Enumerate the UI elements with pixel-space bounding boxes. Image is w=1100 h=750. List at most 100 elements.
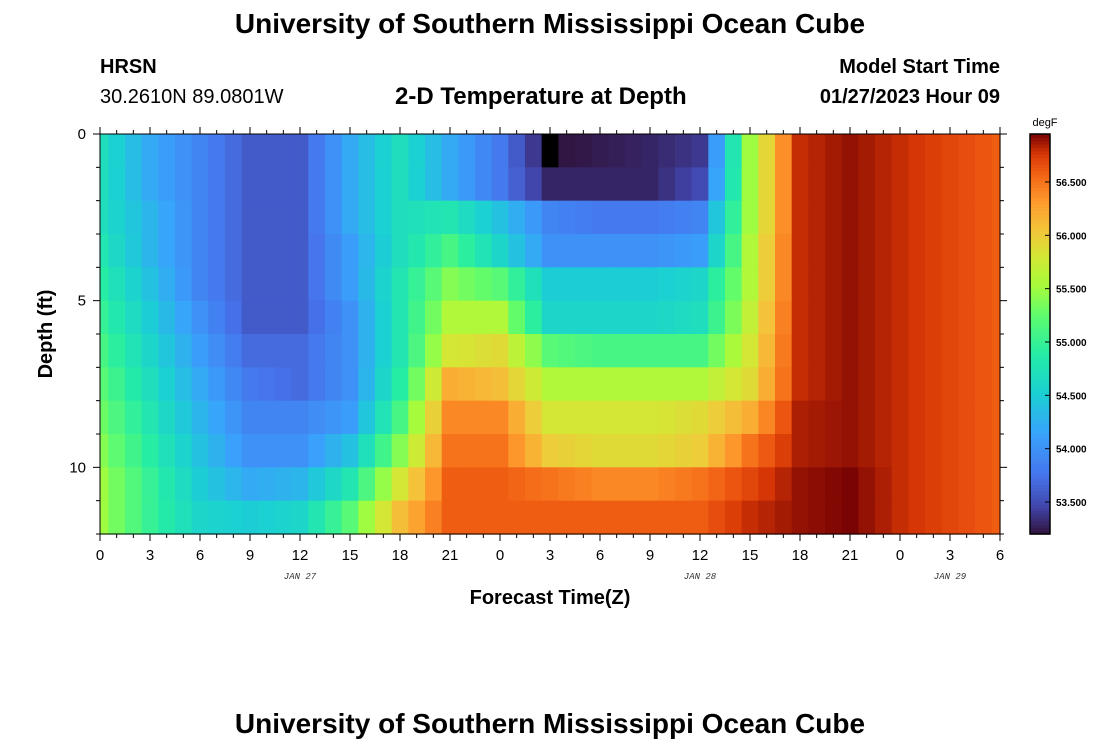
heatmap-cell — [608, 434, 626, 468]
heatmap-cell — [808, 267, 826, 302]
heatmap-cell — [441, 234, 459, 268]
heatmap-cell — [991, 134, 1001, 168]
heatmap-cell — [225, 134, 243, 168]
heatmap-cell — [941, 167, 959, 202]
heatmap-cell — [558, 367, 576, 402]
colorbar-segment — [1030, 397, 1050, 402]
heatmap-cell — [608, 167, 626, 202]
heatmap-cell — [941, 500, 959, 535]
heatmap-cell — [291, 267, 309, 302]
heatmap-cell — [491, 400, 509, 435]
heatmap-cell — [858, 134, 876, 168]
footer-title: University of Southern Mississippi Ocean… — [234, 708, 866, 739]
heatmap-cell — [141, 134, 159, 168]
heatmap-cell — [425, 400, 443, 435]
heatmap-cell — [291, 367, 309, 402]
heatmap-cell — [891, 134, 909, 168]
heatmap-cell — [808, 400, 826, 435]
colorbar-segment — [1030, 497, 1050, 502]
colorbar-segment — [1030, 320, 1050, 325]
heatmap-cell — [458, 267, 476, 302]
heatmap-cell — [875, 467, 893, 502]
heatmap-cell — [975, 134, 993, 168]
heatmap-cell — [258, 200, 276, 235]
heatmap-cell — [100, 467, 109, 502]
heatmap-cell — [858, 367, 876, 402]
heatmap-cell — [358, 234, 376, 268]
heatmap-cell — [775, 467, 793, 502]
heatmap-cell — [891, 200, 909, 235]
heatmap-cell — [875, 500, 893, 535]
heatmap-cell — [975, 434, 993, 468]
heatmap-cell — [908, 167, 926, 202]
heatmap-cell — [408, 400, 426, 435]
heatmap-cell — [908, 500, 926, 535]
heatmap-cell — [308, 434, 326, 468]
heatmap-cell — [775, 500, 793, 535]
heatmap-cell — [525, 300, 543, 335]
heatmap-cell — [408, 467, 426, 502]
colorbar-segment — [1030, 430, 1050, 435]
heatmap-cell — [191, 467, 209, 502]
heatmap-cell — [658, 367, 676, 402]
heatmap-cell — [658, 400, 676, 435]
heatmap-cell — [541, 500, 559, 535]
heatmap-cell — [141, 367, 159, 402]
heatmap-cell — [475, 300, 493, 335]
x-axis-title: Forecast Time(Z) — [470, 587, 631, 609]
heatmap-cell — [475, 367, 493, 402]
heatmap-cell — [658, 500, 676, 535]
heatmap-cell — [575, 200, 593, 235]
heatmap-cell — [541, 400, 559, 435]
heatmap-cell — [758, 467, 776, 502]
heatmap-cell — [691, 167, 709, 202]
heatmap-cell — [441, 334, 459, 368]
heatmap-cell — [691, 400, 709, 435]
heatmap-cell — [525, 234, 543, 268]
heatmap-cell — [741, 134, 759, 168]
heatmap-cell — [375, 167, 393, 202]
heatmap-cell — [175, 300, 193, 335]
heatmap-cell — [375, 200, 393, 235]
heatmap-cell — [608, 234, 626, 268]
heatmap-cell — [391, 200, 409, 235]
colorbar-segment — [1030, 190, 1050, 195]
heatmap-cell — [341, 167, 359, 202]
heatmap-cell — [258, 234, 276, 268]
heatmap-cell — [491, 434, 509, 468]
colorbar-segment — [1030, 304, 1050, 308]
heatmap-cell — [591, 400, 609, 435]
heatmap-cell — [675, 334, 693, 368]
heatmap-cell — [591, 367, 609, 402]
heatmap-cell — [891, 167, 909, 202]
heatmap-cell — [458, 500, 476, 535]
colorbar-segment — [1030, 467, 1050, 472]
heatmap-cell — [641, 467, 659, 502]
heatmap-cell — [108, 300, 126, 335]
heatmap-cell — [591, 234, 609, 268]
heatmap-cell — [108, 334, 126, 368]
heatmap-cell — [941, 234, 959, 268]
heatmap-cell — [258, 500, 276, 535]
colorbar-segment — [1030, 360, 1050, 365]
heatmap-cell — [875, 167, 893, 202]
heatmap-cell — [808, 367, 826, 402]
heatmap-cell — [925, 334, 943, 368]
heatmap-cell — [491, 167, 509, 202]
heatmap-cell — [608, 134, 626, 168]
heatmap-cell — [975, 300, 993, 335]
heatmap-cell — [308, 234, 326, 268]
heatmap-cell — [575, 400, 593, 435]
heatmap-cell — [158, 134, 176, 168]
heatmap-cell — [225, 467, 243, 502]
colorbar-segment — [1030, 210, 1050, 215]
heatmap-cell — [808, 334, 826, 368]
heatmap-cell — [325, 400, 343, 435]
heatmap-cell — [991, 500, 1001, 535]
heatmap-cell — [891, 400, 909, 435]
heatmap-cell — [508, 134, 526, 168]
colorbar-segment — [1030, 337, 1050, 342]
heatmap-cell — [391, 434, 409, 468]
heatmap-cell — [775, 334, 793, 368]
colorbar-segment — [1030, 524, 1050, 528]
